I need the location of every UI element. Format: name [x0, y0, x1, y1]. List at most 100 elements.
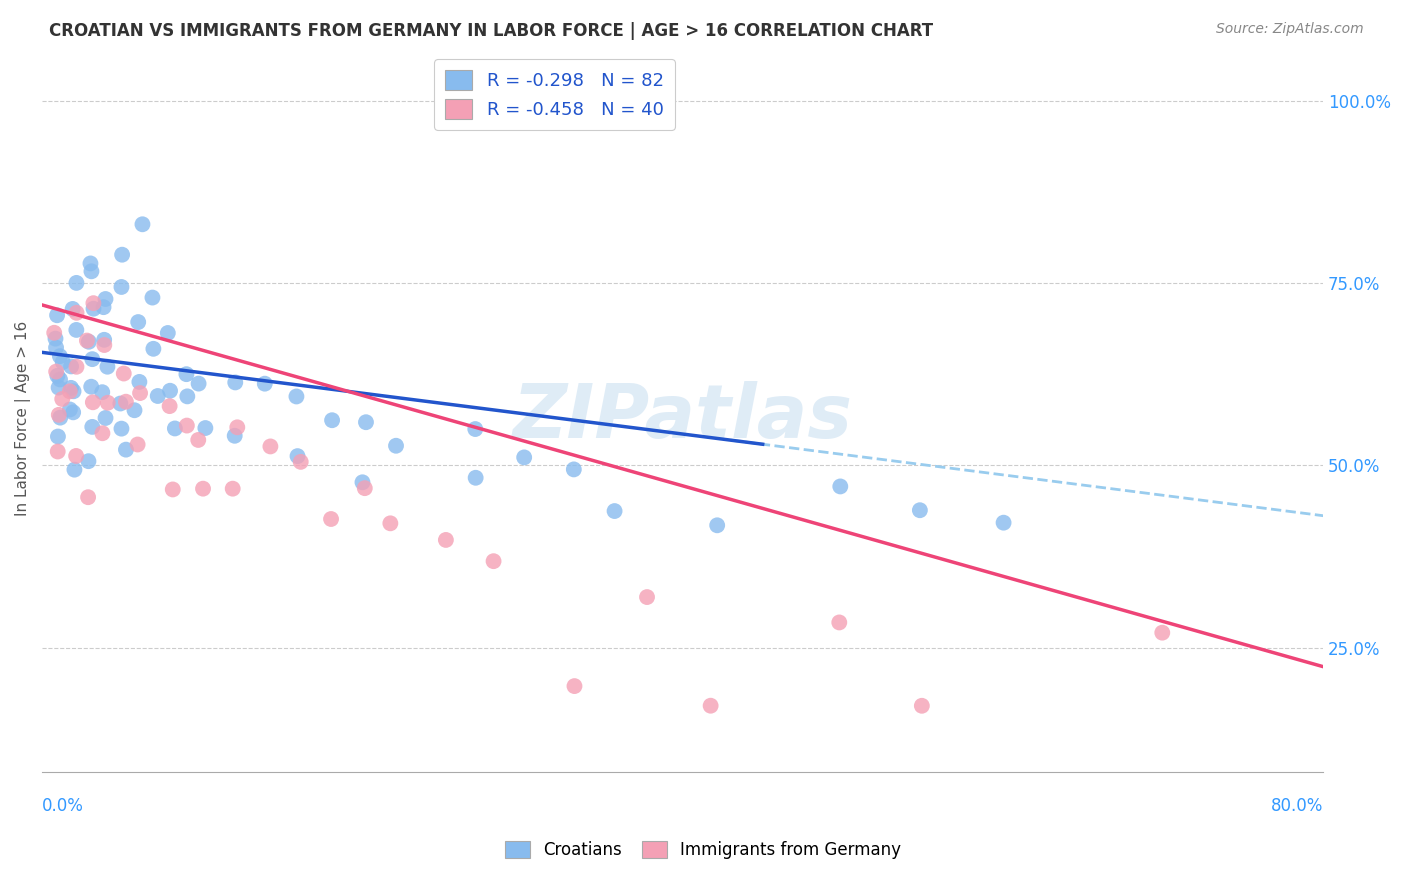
Point [127, 437, 149, 451]
Point [187, 376, 209, 391]
Point [59, 402, 82, 417]
Point [59, 384, 82, 399]
Point [162, 483, 184, 497]
Point [127, 315, 149, 329]
Point [82, 395, 104, 409]
Point [513, 450, 536, 465]
Point [94, 411, 117, 425]
Point [434, 533, 457, 547]
Point [287, 449, 309, 463]
Point [911, 698, 934, 713]
Point [93, 300, 115, 314]
Point [60, 381, 83, 395]
Point [83, 301, 105, 316]
Point [163, 421, 186, 435]
Point [46, 429, 69, 443]
Point [636, 590, 658, 604]
Point [110, 396, 132, 410]
Point [110, 422, 132, 436]
Point [112, 367, 135, 381]
Point [80, 264, 103, 278]
Point [146, 389, 169, 403]
Point [60, 359, 83, 374]
Point [176, 418, 198, 433]
Legend: R = -0.298   N = 82, R = -0.458   N = 40: R = -0.298 N = 82, R = -0.458 N = 40 [434, 59, 675, 129]
Point [65, 359, 87, 374]
Point [1152, 625, 1174, 640]
Point [115, 394, 138, 409]
Point [62, 405, 84, 419]
Point [191, 482, 214, 496]
Text: 0.0%: 0.0% [42, 797, 84, 814]
Point [46, 444, 69, 458]
Point [830, 479, 852, 493]
Point [45, 365, 67, 379]
Point [562, 462, 585, 476]
Point [82, 420, 104, 434]
Point [115, 442, 138, 457]
Point [46, 368, 69, 383]
Point [91, 385, 114, 400]
Point [285, 389, 308, 403]
Point [65, 306, 87, 320]
Point [908, 503, 931, 517]
Point [290, 455, 312, 469]
Point [65, 449, 87, 463]
Point [44, 332, 66, 346]
Point [79, 256, 101, 270]
Point [259, 439, 281, 453]
Point [62, 384, 84, 399]
Point [63, 463, 86, 477]
Point [45, 341, 67, 355]
Point [224, 376, 246, 390]
Point [94, 292, 117, 306]
Point [124, 403, 146, 417]
Point [44, 326, 66, 340]
Point [65, 276, 87, 290]
Point [82, 352, 104, 367]
Point [77, 490, 100, 504]
Point [321, 413, 343, 427]
Point [159, 384, 181, 398]
Point [706, 518, 728, 533]
Point [194, 421, 217, 435]
Point [77, 454, 100, 468]
Point [482, 554, 505, 568]
Point [76, 334, 98, 348]
Point [253, 376, 276, 391]
Point [319, 512, 342, 526]
Point [993, 516, 1015, 530]
Point [354, 415, 377, 429]
Text: CROATIAN VS IMMIGRANTS FROM GERMANY IN LABOR FORCE | AGE > 16 CORRELATION CHART: CROATIAN VS IMMIGRANTS FROM GERMANY IN L… [49, 22, 934, 40]
Point [141, 291, 163, 305]
Point [222, 482, 245, 496]
Point [91, 426, 114, 441]
Point [48, 408, 70, 422]
Point [159, 399, 181, 413]
Point [65, 323, 87, 337]
Point [828, 615, 851, 630]
Point [82, 296, 104, 310]
Point [96, 359, 118, 374]
Y-axis label: In Labor Force | Age > 16: In Labor Force | Age > 16 [15, 320, 31, 516]
Point [176, 367, 198, 381]
Point [464, 471, 486, 485]
Legend: Croatians, Immigrants from Germany: Croatians, Immigrants from Germany [498, 834, 908, 866]
Point [93, 338, 115, 352]
Text: ZIPatlas: ZIPatlas [513, 382, 852, 455]
Point [226, 420, 249, 434]
Point [93, 333, 115, 347]
Point [131, 217, 153, 231]
Point [128, 375, 150, 389]
Text: 80.0%: 80.0% [1271, 797, 1323, 814]
Point [49, 410, 72, 425]
Point [77, 334, 100, 349]
Point [111, 248, 134, 262]
Point [187, 433, 209, 447]
Point [46, 308, 69, 322]
Point [352, 475, 374, 490]
Point [385, 439, 408, 453]
Point [564, 679, 586, 693]
Point [142, 342, 165, 356]
Point [176, 389, 198, 403]
